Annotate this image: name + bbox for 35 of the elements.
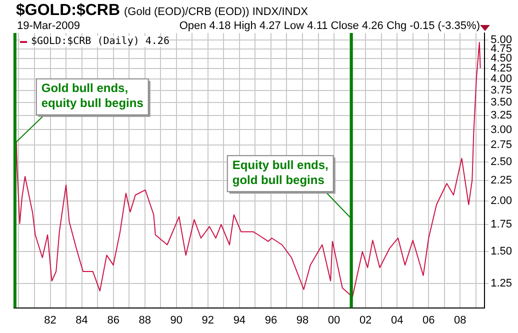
x-tick-label: 84 — [76, 314, 88, 326]
y-tick-label: 4.25 — [490, 62, 512, 75]
x-tick-label: 94 — [233, 314, 246, 326]
annotation: Gold bull ends, equity bull begins — [41, 81, 144, 110]
x-tick-label: 02 — [359, 314, 372, 326]
x-tick-label: 92 — [202, 314, 214, 326]
x-tick-label: 04 — [390, 314, 404, 326]
y-tick-label: 3.00 — [490, 124, 512, 136]
y-tick-label: 2.25 — [490, 174, 512, 186]
x-tick-label: 86 — [107, 314, 120, 326]
chart-subtitle: (Gold (EOD)/CRB (EOD)) INDX/INDX — [124, 6, 308, 18]
y-tick-label: 3.50 — [490, 96, 512, 109]
annotation: Equity bull ends, gold bull begins — [232, 158, 328, 187]
x-tick-label: 00 — [328, 314, 340, 326]
y-tick-label: 3.25 — [490, 110, 512, 122]
y-tick-label: 2.50 — [490, 156, 512, 168]
chart-title: $GOLD:$CRB — [16, 2, 120, 19]
y-tick-label: 2.00 — [490, 195, 512, 208]
x-tick-label: 88 — [138, 314, 151, 326]
x-tick-label: 96 — [264, 314, 278, 326]
y-tick-label: 2.75 — [490, 139, 512, 152]
y-tick-label: 3.75 — [490, 84, 512, 97]
y-tick-label: 1.75 — [490, 218, 512, 231]
x-tick-label: 90 — [170, 314, 183, 326]
legend-label: $GOLD:$CRB (Daily) 4.26 — [31, 36, 170, 47]
y-tick-label: 1.50 — [490, 246, 512, 258]
text: Open 4.18 High 4.27 Low 4.11 Close 4.26 Chg -0.15 (-3.35%) — [179, 20, 480, 32]
text: 19-Mar-2009 — [17, 20, 80, 32]
y-tick-label: 4.50 — [490, 52, 512, 64]
y-tick-label: 4.00 — [490, 73, 512, 86]
x-tick-label: 08 — [454, 314, 466, 326]
x-tick-label: 98 — [296, 314, 309, 326]
y-tick-label: 1.25 — [490, 278, 512, 290]
x-tick-label: 06 — [422, 314, 435, 326]
x-tick-label: 82 — [44, 314, 56, 326]
